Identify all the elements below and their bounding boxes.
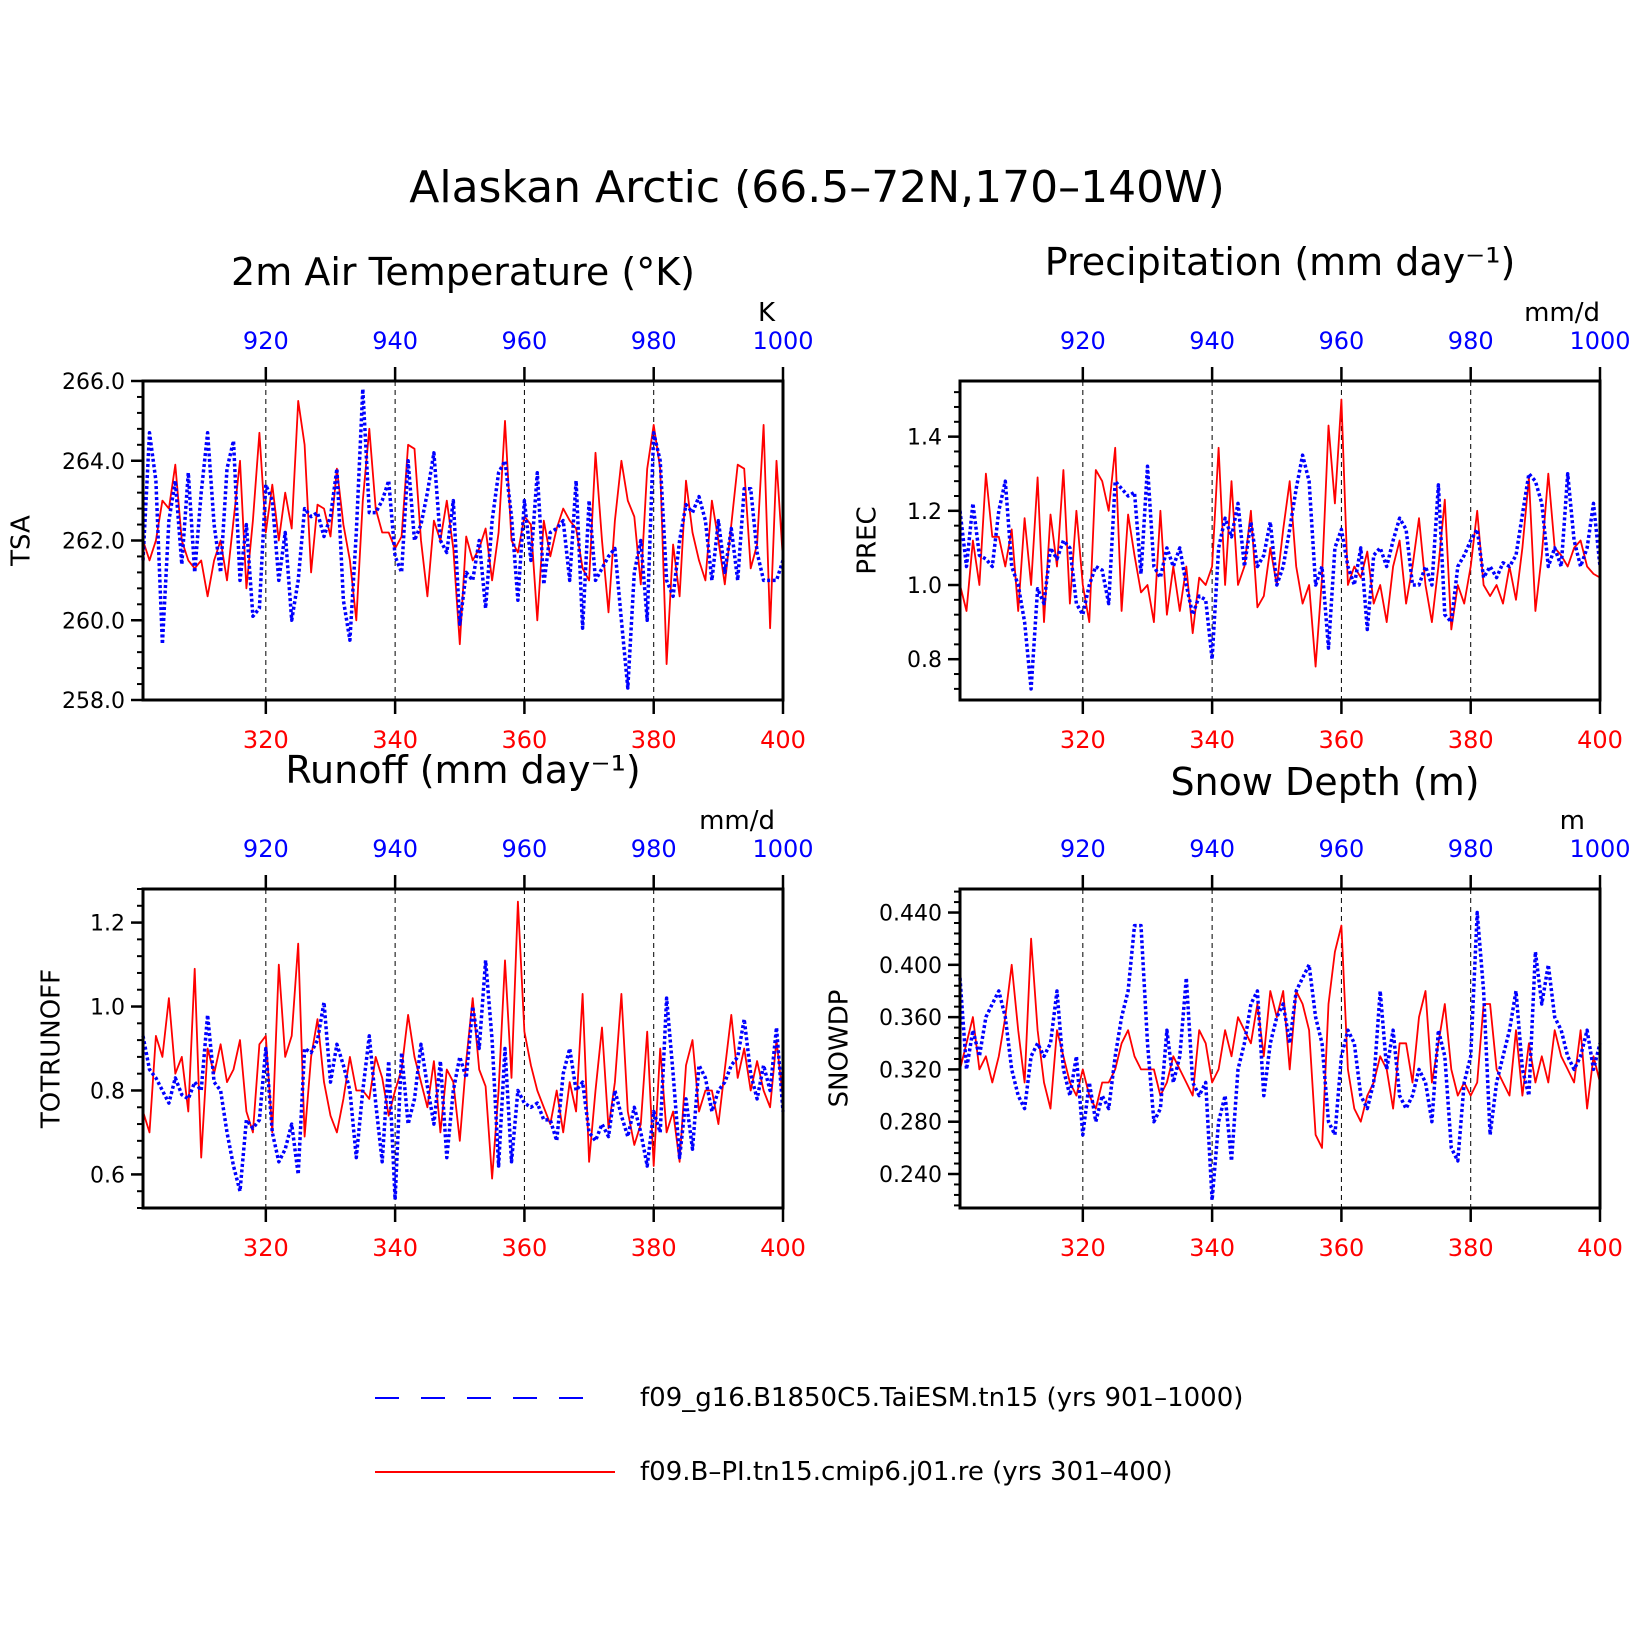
x-tick-label-top: 940	[372, 327, 418, 355]
x-tick-label-bottom: 360	[1319, 726, 1365, 754]
x-tick-label-bottom: 360	[502, 726, 548, 754]
plot-frame	[958, 379, 1602, 702]
y-tick-label: 1.0	[90, 996, 125, 1021]
x-tick-label-top: 1000	[1569, 327, 1630, 355]
x-tick-label-bottom: 380	[1448, 726, 1494, 754]
units-label: mm/d	[699, 806, 775, 836]
x-tick-label-top: 920	[243, 835, 289, 863]
panel-snow-depth: Snow Depth (m) m SNOWDP 0.240 0.280 0.320 0.36…	[825, 760, 1631, 1262]
x-tick-label-bottom: 380	[631, 1234, 677, 1262]
y-tick-label: 0.360	[879, 1006, 942, 1031]
units-label: K	[758, 298, 776, 328]
y-tick-label: 1.2	[90, 912, 125, 937]
series-line-blue	[958, 453, 1602, 691]
x-tick-label-bottom: 340	[372, 726, 418, 754]
series-line-blue	[141, 387, 785, 690]
x-tick-label-top: 980	[631, 835, 677, 863]
series-line-red	[142, 399, 784, 665]
legend-label-blue: f09_g16.B1850C5.TaiESM.tn15 (yrs 901–100…	[640, 1383, 1243, 1413]
series-line-blue	[141, 958, 785, 1202]
x-tick-label-bottom: 340	[1189, 726, 1235, 754]
x-tick-label-top: 1000	[752, 835, 813, 863]
x-tick-label-top: 980	[631, 327, 677, 355]
x-tick-label-bottom: 320	[243, 1234, 289, 1262]
x-tick-label-top: 940	[372, 835, 418, 863]
x-tick-label-bottom: 340	[372, 1234, 418, 1262]
x-tick-label-bottom: 400	[760, 726, 806, 754]
x-tick-label-top: 940	[1189, 835, 1235, 863]
x-tick-label-bottom: 340	[1189, 1234, 1235, 1262]
x-tick-label-bottom: 320	[243, 726, 289, 754]
y-tick-label: 262.0	[62, 530, 125, 555]
x-tick-label-top: 1000	[752, 327, 813, 355]
legend: f09_g16.B1850C5.TaiESM.tn15 (yrs 901–100…	[375, 1383, 1243, 1487]
x-tick-label-top: 920	[1060, 835, 1106, 863]
y-tick-label: 0.6	[90, 1163, 125, 1188]
y-tick-label: 0.8	[90, 1079, 125, 1104]
x-tick-label-top: 960	[502, 327, 548, 355]
y-tick-label: 1.2	[907, 500, 942, 525]
x-tick-label-top: 920	[243, 327, 289, 355]
x-tick-label-bottom: 380	[1448, 1234, 1494, 1262]
panel-title: 2m Air Temperature (°K)	[231, 250, 695, 294]
units-label: mm/d	[1524, 298, 1600, 328]
series-line-red	[959, 398, 1601, 668]
y-tick-label: 0.8	[907, 648, 942, 673]
x-tick-label-top: 960	[502, 835, 548, 863]
y-tick-label: 0.320	[879, 1058, 942, 1083]
panel-title: Snow Depth (m)	[1170, 760, 1479, 804]
y-tick-label: 0.400	[879, 954, 942, 979]
figure-title: Alaskan Arctic (66.5–72N,170–140W)	[409, 162, 1224, 213]
x-tick-label-bottom: 400	[760, 1234, 806, 1262]
plot-frame	[141, 887, 785, 1210]
y-axis-label: TSA	[7, 515, 37, 567]
x-tick-label-top: 980	[1448, 327, 1494, 355]
x-tick-label-top: 980	[1448, 835, 1494, 863]
series-line-blue	[958, 910, 1602, 1202]
x-tick-label-bottom: 400	[1577, 726, 1623, 754]
y-tick-label: 0.240	[879, 1163, 942, 1188]
y-tick-label: 0.440	[879, 902, 942, 927]
x-tick-label-top: 960	[1319, 327, 1365, 355]
y-tick-label: 1.0	[907, 574, 942, 599]
x-tick-label-bottom: 400	[1577, 1234, 1623, 1262]
x-tick-label-bottom: 360	[502, 1234, 548, 1262]
y-tick-label: 1.4	[907, 426, 942, 451]
series-line-red	[959, 924, 1601, 1149]
y-tick-label: 266.0	[62, 370, 125, 395]
y-tick-label: 258.0	[62, 689, 125, 714]
x-tick-label-bottom: 360	[1319, 1234, 1365, 1262]
panel-title: Precipitation (mm day⁻¹)	[1045, 240, 1516, 284]
panel-tsa: 2m Air Temperature (°K) K TSA 258.0 260.0 262…	[7, 250, 814, 754]
y-axis-label: PREC	[853, 506, 883, 574]
series-line-red	[142, 900, 784, 1180]
x-tick-label-top: 960	[1319, 835, 1365, 863]
legend-label-red: f09.B–PI.tn15.cmip6.j01.re (yrs 301–400)	[640, 1457, 1173, 1487]
x-tick-label-bottom: 320	[1060, 726, 1106, 754]
y-axis-label: TOTRUNOFF	[37, 969, 67, 1129]
y-tick-label: 260.0	[62, 609, 125, 634]
units-label: m	[1560, 806, 1585, 836]
x-tick-label-bottom: 320	[1060, 1234, 1106, 1262]
panel-runoff: Runoff (mm day⁻¹) mm/d TOTRUNOFF 0.6 0.8 1.0 1…	[37, 748, 814, 1262]
y-tick-label: 264.0	[62, 450, 125, 475]
x-tick-label-bottom: 380	[631, 726, 677, 754]
x-tick-label-top: 920	[1060, 327, 1106, 355]
x-tick-label-top: 940	[1189, 327, 1235, 355]
y-tick-label: 0.280	[879, 1111, 942, 1136]
panel-prec: Precipitation (mm day⁻¹) mm/d PREC 0.8 1.0 1.…	[853, 240, 1631, 754]
y-axis-label: SNOWDP	[825, 990, 855, 1108]
panel-title: Runoff (mm day⁻¹)	[285, 748, 640, 792]
x-tick-label-top: 1000	[1569, 835, 1630, 863]
